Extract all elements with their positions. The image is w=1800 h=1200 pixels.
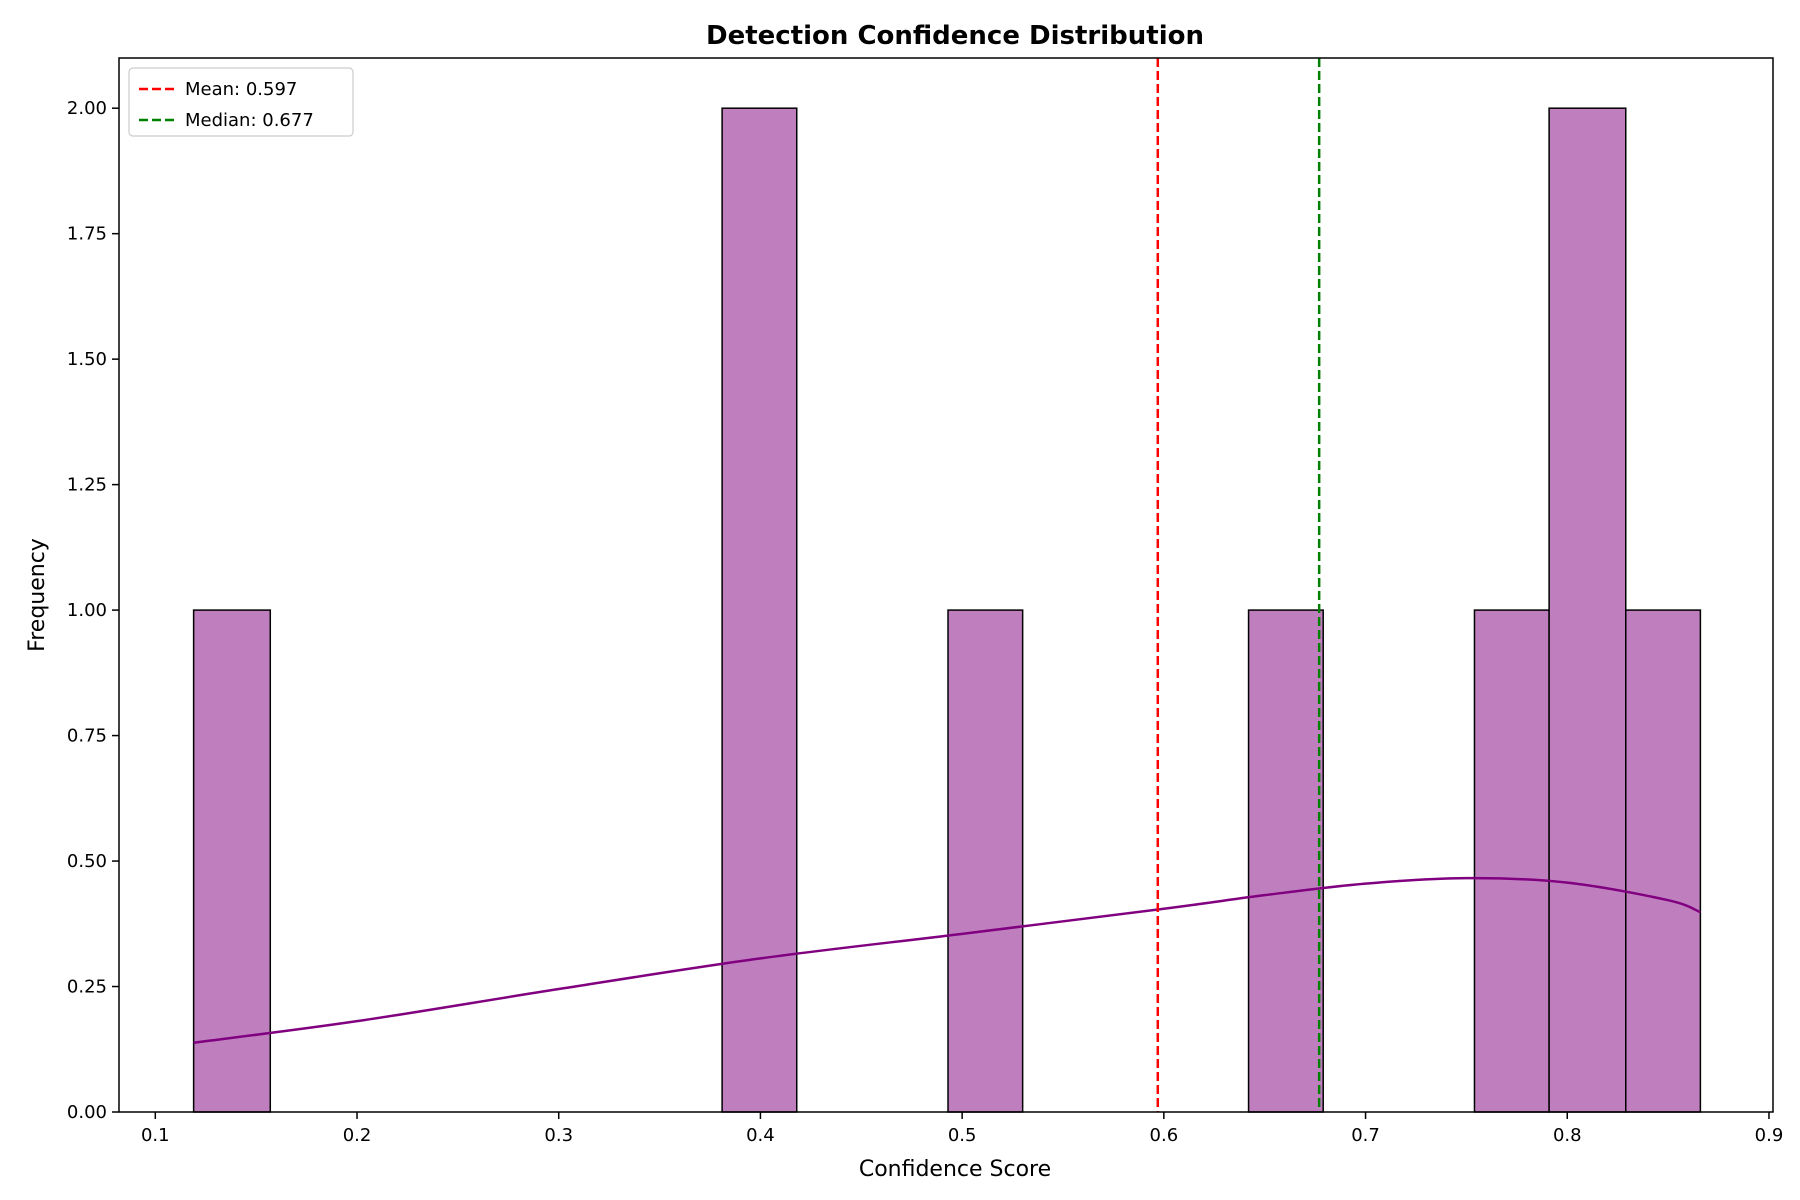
legend-label: Mean: 0.597 bbox=[185, 79, 297, 100]
y-tick-label: 1.75 bbox=[67, 224, 107, 245]
histogram-bar bbox=[721, 107, 798, 1113]
y-tick-label: 1.50 bbox=[67, 349, 107, 370]
histogram-bar bbox=[192, 609, 272, 1113]
histogram-bars bbox=[192, 107, 1702, 1113]
legend-label: Median: 0.677 bbox=[185, 110, 314, 131]
x-tick-label: 0.3 bbox=[544, 1125, 573, 1146]
y-tick-label: 1.00 bbox=[67, 600, 107, 621]
x-axis-label: Confidence Score bbox=[859, 1157, 1051, 1182]
histogram-bar bbox=[1548, 107, 1627, 1113]
histogram-bar bbox=[1625, 609, 1702, 1113]
chart-title: Detection Confidence Distribution bbox=[706, 21, 1204, 51]
x-tick-label: 0.7 bbox=[1351, 1125, 1380, 1146]
x-tick-label: 0.5 bbox=[948, 1125, 977, 1146]
histogram-bar bbox=[947, 609, 1024, 1113]
legend: Mean: 0.597 Median: 0.677 bbox=[128, 67, 354, 137]
y-tick-label: 0.50 bbox=[67, 851, 107, 872]
reference-lines bbox=[1156, 58, 1321, 1112]
x-tick-label: 0.9 bbox=[1755, 1125, 1784, 1146]
axes: 0.1 0.2 0.3 0.4 0.5 0.6 0.7 0.8 0.9 0.00 0.25 0.50 0… bbox=[67, 57, 1784, 1146]
x-tick-label: 0.1 bbox=[141, 1125, 170, 1146]
histogram-bar bbox=[1473, 609, 1550, 1113]
x-tick-label: 0.8 bbox=[1553, 1125, 1582, 1146]
x-tick-label: 0.4 bbox=[746, 1125, 775, 1146]
plot-frame bbox=[118, 57, 1774, 1113]
kde-curve bbox=[193, 876, 1701, 1044]
y-tick-label: 2.00 bbox=[67, 98, 107, 119]
y-tick-label: 0.25 bbox=[67, 977, 107, 998]
y-tick-label: 0.75 bbox=[67, 726, 107, 747]
x-tick-label: 0.2 bbox=[343, 1125, 372, 1146]
y-axis-label: Frequency bbox=[25, 538, 50, 652]
legend-box bbox=[128, 67, 354, 137]
histogram-bar bbox=[1247, 609, 1324, 1113]
x-tick-label: 0.6 bbox=[1150, 1125, 1179, 1146]
y-tick-label: 1.25 bbox=[67, 475, 107, 496]
y-tick-label: 0.00 bbox=[67, 1102, 107, 1123]
kde-curve-group bbox=[193, 876, 1701, 1044]
